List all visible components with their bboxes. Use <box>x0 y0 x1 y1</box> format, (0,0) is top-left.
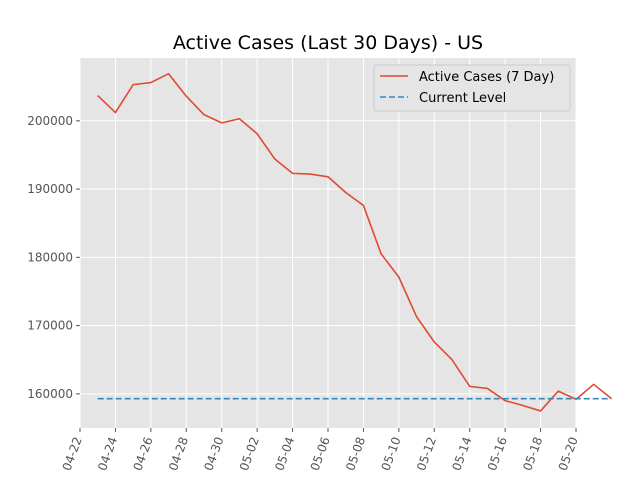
y-tick-label: 180000 <box>27 250 73 264</box>
grid <box>79 58 577 428</box>
legend: Active Cases (7 Day) Current Level <box>373 64 571 112</box>
y-tick-label: 160000 <box>27 387 73 401</box>
legend-label-current-level: Current Level <box>419 91 506 106</box>
y-tick-label: 170000 <box>27 319 73 333</box>
series-line-active-cases <box>97 72 612 412</box>
chart-title: Active Cases (Last 30 Days) - US <box>173 32 483 54</box>
y-tick-label: 190000 <box>27 182 73 196</box>
legend-label-active-cases: Active Cases (7 Day) <box>419 70 554 85</box>
y-tick-label: 200000 <box>27 114 73 128</box>
legend-box <box>373 64 571 112</box>
series-layer <box>97 72 612 412</box>
